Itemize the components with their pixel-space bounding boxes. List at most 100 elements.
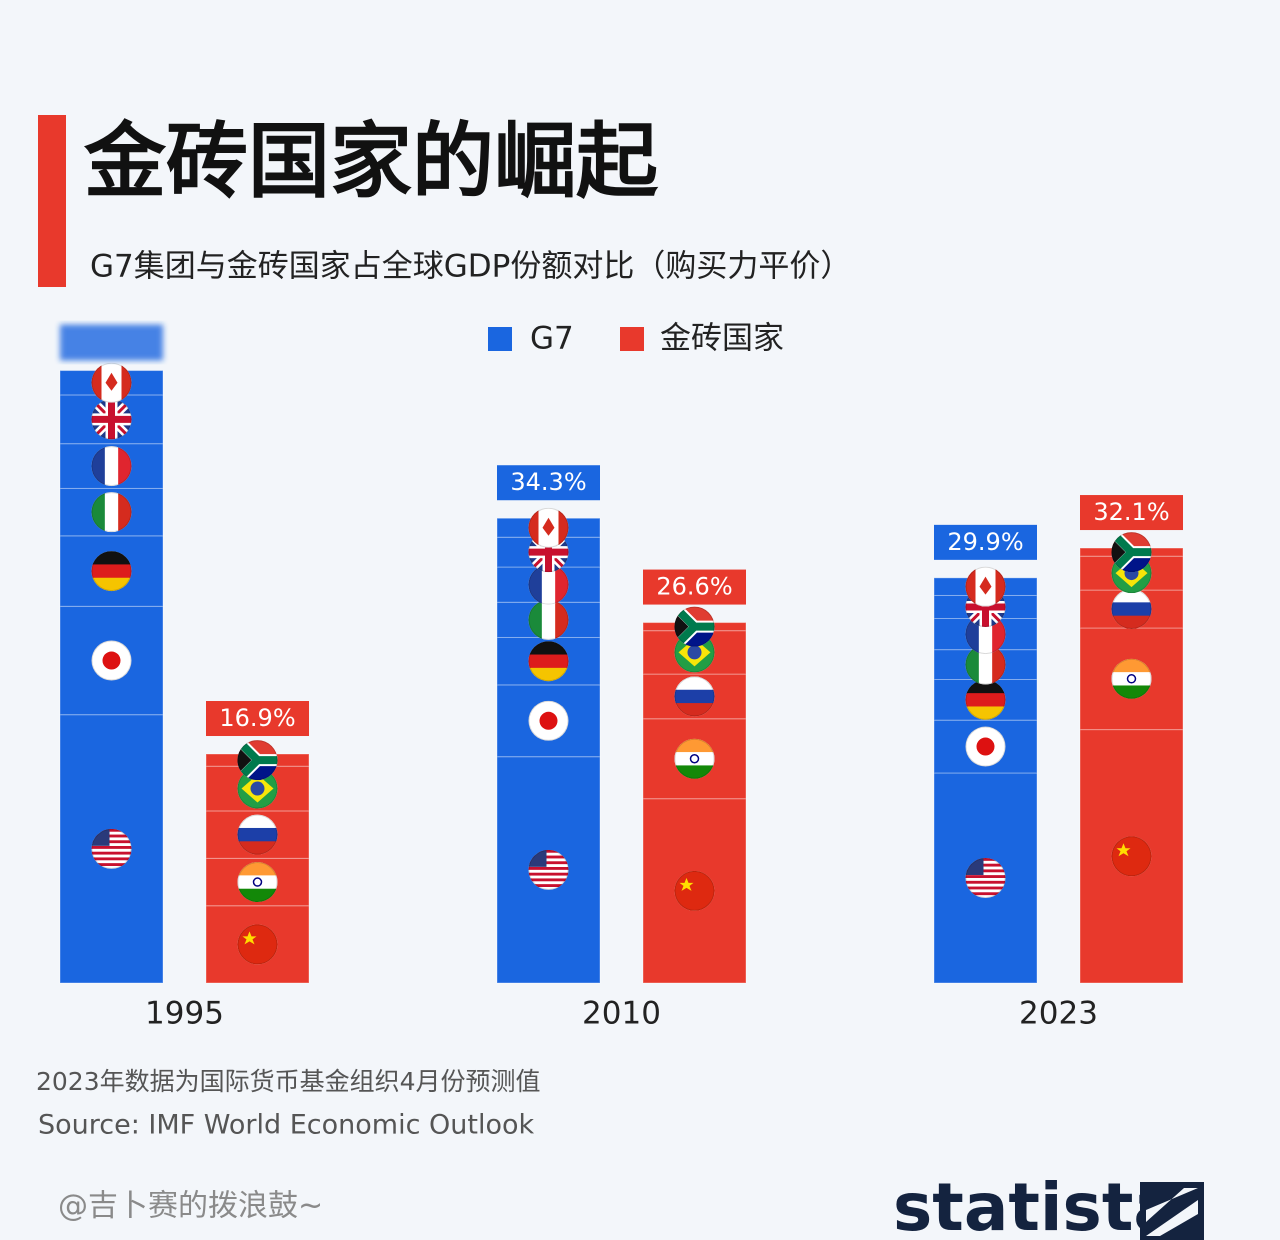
flag-art	[528, 507, 569, 548]
s	[965, 857, 1006, 861]
label-box-obscured	[60, 324, 163, 361]
s	[674, 606, 715, 647]
s	[965, 869, 1006, 873]
flag-art	[91, 640, 132, 681]
flag	[91, 362, 132, 403]
s	[558, 507, 569, 548]
s	[674, 676, 715, 691]
flag	[1111, 658, 1152, 699]
logo-icon	[1140, 1182, 1204, 1240]
flag-art	[1111, 589, 1152, 630]
s	[237, 740, 278, 781]
s	[1111, 836, 1152, 877]
flag	[528, 564, 569, 605]
s	[528, 867, 569, 870]
flag-art	[528, 849, 569, 890]
flag	[965, 857, 1006, 898]
flag	[674, 676, 715, 717]
s	[528, 641, 569, 656]
flag	[91, 399, 132, 440]
flag	[965, 726, 1006, 767]
s	[528, 654, 569, 669]
s	[1126, 674, 1137, 684]
flag-art	[965, 679, 1006, 720]
s	[91, 640, 132, 681]
s	[528, 599, 543, 640]
s	[674, 765, 715, 779]
s	[528, 872, 569, 876]
s	[992, 644, 1006, 685]
flag-art	[965, 857, 1006, 898]
flag	[965, 644, 1006, 685]
s	[237, 875, 278, 890]
s	[91, 577, 132, 592]
s	[528, 641, 569, 682]
flag-art	[1111, 658, 1152, 699]
s	[1111, 532, 1152, 573]
s	[978, 644, 993, 685]
s	[528, 884, 569, 888]
s	[1111, 589, 1152, 604]
flag	[674, 870, 715, 911]
value-label: 34.3%	[510, 468, 586, 496]
flag	[237, 814, 278, 855]
s	[965, 892, 1006, 896]
flag	[1111, 589, 1152, 630]
s	[674, 738, 715, 779]
s	[91, 857, 132, 861]
s	[237, 814, 278, 829]
s	[237, 924, 278, 965]
s	[105, 372, 118, 391]
s	[91, 492, 106, 533]
s	[1111, 658, 1152, 673]
s	[237, 746, 252, 775]
flag-art	[1111, 532, 1152, 573]
s	[528, 878, 569, 882]
flag-art	[91, 551, 132, 592]
label-box	[934, 524, 1037, 560]
s	[91, 564, 132, 579]
flag	[965, 679, 1006, 720]
s	[121, 362, 132, 403]
flag	[965, 566, 1006, 607]
x-tick-label: 2010	[582, 996, 661, 1032]
s	[539, 711, 558, 730]
s	[237, 862, 278, 903]
x-tick-label: 2023	[1019, 996, 1098, 1032]
s	[965, 880, 1006, 884]
label-box	[1080, 495, 1183, 531]
s	[91, 551, 132, 566]
flag	[674, 738, 715, 779]
flag	[528, 599, 569, 640]
flag	[528, 641, 569, 682]
s	[674, 752, 715, 767]
s	[91, 845, 132, 849]
legend-label: 金砖国家	[660, 321, 784, 357]
s	[528, 849, 569, 890]
flag	[528, 507, 569, 548]
s	[528, 667, 569, 682]
watermark: @吉卜赛的拨浪鼓~	[58, 1189, 323, 1224]
flag-art	[237, 862, 278, 903]
flag-art	[965, 644, 1006, 685]
label-box	[206, 701, 309, 737]
s	[237, 924, 278, 965]
flag-art	[237, 924, 278, 965]
s	[674, 606, 715, 647]
flag-art	[674, 738, 715, 779]
s	[250, 781, 265, 796]
flag-art	[528, 700, 569, 741]
value-label: 29.9%	[947, 528, 1023, 556]
flag-art	[965, 726, 1006, 767]
s	[965, 679, 1006, 694]
s	[965, 726, 1006, 767]
s	[1111, 538, 1126, 567]
s	[965, 566, 1006, 607]
s	[1111, 615, 1152, 630]
flag	[91, 492, 132, 533]
flag	[237, 862, 278, 903]
label-box	[643, 569, 746, 605]
s	[555, 599, 569, 640]
s	[237, 841, 278, 855]
